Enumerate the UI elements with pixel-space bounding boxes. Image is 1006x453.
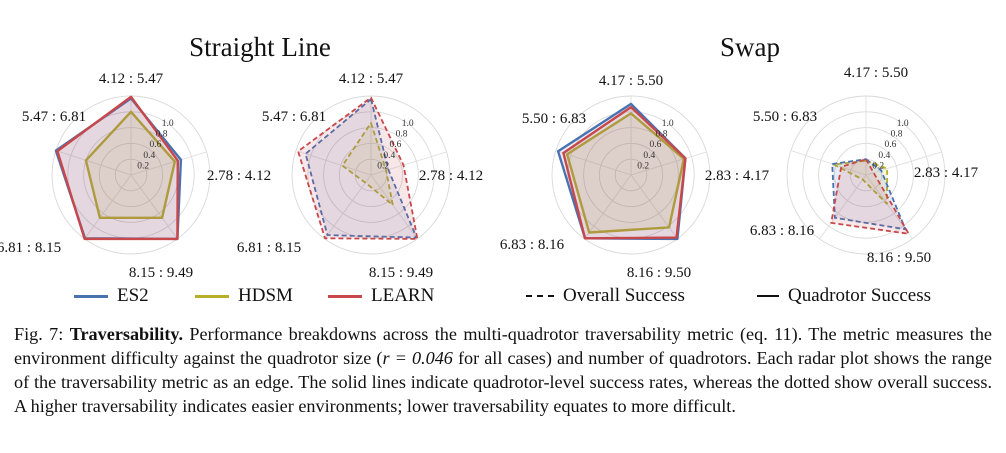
- spoke-line: [324, 174, 372, 240]
- axis-label: 5.47 : 6.81: [22, 109, 86, 125]
- series-hdsm-polygon: [84, 110, 177, 220]
- radar-charts: 0.20.40.60.81.04.12 : 5.472.78 : 4.128.1…: [0, 65, 979, 281]
- axis-label: 2.78 : 4.12: [419, 168, 483, 184]
- rtick-label: 1.0: [162, 119, 174, 129]
- legend-overall-success-swatch: [526, 295, 554, 297]
- rtick-label: 1.0: [402, 119, 414, 129]
- legend-learn: LEARN: [328, 285, 434, 307]
- rtick-label: 1.0: [662, 119, 674, 129]
- axis-label: 4.12 : 5.47: [339, 71, 404, 87]
- rtick-label: 0.2: [377, 161, 389, 171]
- axis-label: 6.83 : 8.16: [750, 223, 815, 239]
- title-swap: Swap: [720, 32, 780, 62]
- spoke-line: [819, 174, 867, 240]
- legend-learn-swatch: [328, 294, 362, 298]
- axis-label: 8.16 : 9.50: [627, 265, 691, 281]
- legend-overall-success: Overall Success: [526, 285, 685, 307]
- rtick-label: 0.2: [637, 161, 649, 171]
- series-learn-polygon: [562, 105, 687, 240]
- figure-caption: Fig. 7: Traversability. Performance brea…: [14, 322, 992, 418]
- legend-hdsm: HDSM: [195, 285, 293, 307]
- rtick-label: 0.6: [884, 140, 896, 150]
- legend-hdsm-swatch: [195, 294, 229, 298]
- axis-label: 6.83 : 8.16: [500, 237, 565, 253]
- axis-label: 2.83 : 4.17: [705, 168, 770, 184]
- series-hdsm-polygon: [565, 112, 686, 234]
- caption-bold-title: Traversability.: [69, 324, 184, 344]
- rtick-label: 0.2: [872, 161, 884, 171]
- legend-quadrotor-success: Quadrotor Success: [757, 285, 931, 307]
- radar-chart-1: 0.20.40.60.81.0 4.12 : 5.47 2.78 : 4.12 8.1…: [0, 71, 271, 281]
- axis-label: 4.17 : 5.50: [599, 73, 663, 89]
- axis-label: 2.78 : 4.12: [207, 168, 271, 184]
- axis-label: 4.17 : 5.50: [844, 65, 908, 81]
- axis-label: 2.83 : 4.17: [914, 165, 979, 181]
- rtick-label: 0.8: [656, 130, 668, 140]
- spoke-line: [130, 174, 178, 240]
- legend-es2-swatch: [74, 294, 108, 298]
- rtick-label: 0.6: [149, 140, 161, 150]
- axis-label: 4.12 : 5.47: [99, 71, 164, 87]
- series-es2-polygon: [831, 158, 907, 231]
- caption-math: r = 0.046: [382, 348, 453, 368]
- spoke-line: [370, 174, 418, 240]
- title-straight-line: Straight Line: [189, 32, 331, 62]
- legend: ES2 HDSM LEARN Overall Success Quadrotor…: [0, 281, 1006, 315]
- axis-label: 6.81 : 8.15: [0, 240, 61, 256]
- rtick-label: 0.4: [878, 151, 890, 161]
- axis-label: 5.50 : 6.83: [522, 111, 586, 127]
- legend-es2-label: ES2: [117, 285, 149, 306]
- series-learn-polygon: [56, 95, 180, 241]
- axis-label: 8.15 : 9.49: [369, 265, 433, 281]
- rtick-label: 0.4: [643, 151, 655, 161]
- series-learn-polygon: [297, 96, 419, 240]
- rtick-label: 0.8: [156, 130, 168, 140]
- spoke-line: [865, 151, 942, 176]
- rtick-label: 1.0: [897, 119, 909, 129]
- figure-panel: Straight Line Swap 0.2 0.4 0.6 0.8 1.0 4.12 :…: [0, 32, 979, 281]
- legend-quadrotor-success-label: Quadrotor Success: [788, 285, 931, 306]
- legend-quadrotor-success-swatch: [757, 295, 779, 297]
- series-es2-polygon: [304, 98, 418, 239]
- rtick-label: 0.6: [649, 140, 661, 150]
- radar-chart-4: 0.20.40.60.81.0 4.17 : 5.50 2.83 : 4.17 8.1…: [750, 65, 979, 266]
- rtick-label: 0.8: [891, 130, 903, 140]
- spoke-line: [84, 174, 132, 240]
- rtick-label: 0.2: [137, 161, 149, 171]
- spoke-line: [295, 150, 372, 176]
- caption-text-1: Performance breakdowns across the multi-…: [14, 324, 992, 368]
- caption-fig-number: Fig. 7:: [14, 324, 64, 344]
- series-hdsm-polygon: [341, 122, 394, 206]
- spoke-line: [630, 151, 707, 176]
- axis-label: 8.15 : 9.49: [129, 265, 193, 281]
- spoke-line: [55, 150, 132, 176]
- rtick-label: 0.6: [389, 140, 401, 150]
- rtick-label: 0.4: [383, 151, 395, 161]
- legend-es2: ES2: [74, 285, 149, 307]
- spoke-line: [370, 151, 447, 176]
- axis-label: 8.16 : 9.50: [867, 250, 931, 266]
- legend-overall-success-label: Overall Success: [563, 285, 685, 306]
- legend-hdsm-label: HDSM: [238, 285, 293, 306]
- series-hdsm-polygon: [832, 159, 889, 205]
- axis-label: 5.50 : 6.83: [753, 109, 817, 125]
- axis-label: 5.47 : 6.81: [262, 109, 326, 125]
- rtick-label: 0.8: [396, 130, 408, 140]
- spoke-line: [130, 151, 207, 176]
- rtick-label: 0.4: [143, 151, 155, 161]
- series-learn-polygon: [830, 158, 910, 235]
- axis-label: 6.81 : 8.15: [237, 240, 301, 256]
- spoke-line: [790, 150, 867, 176]
- caption-text-2: for all cases) and number of quadrotors.…: [14, 348, 992, 416]
- radar-chart-3: 0.20.40.60.81.0 4.17 : 5.50 2.83 : 4.17 8.1…: [500, 73, 770, 281]
- radar-chart-2: 0.20.40.60.81.0 4.12 : 5.47 2.78 : 4.12 8.1…: [237, 71, 483, 281]
- legend-learn-label: LEARN: [371, 285, 435, 306]
- spoke-line: [584, 174, 632, 240]
